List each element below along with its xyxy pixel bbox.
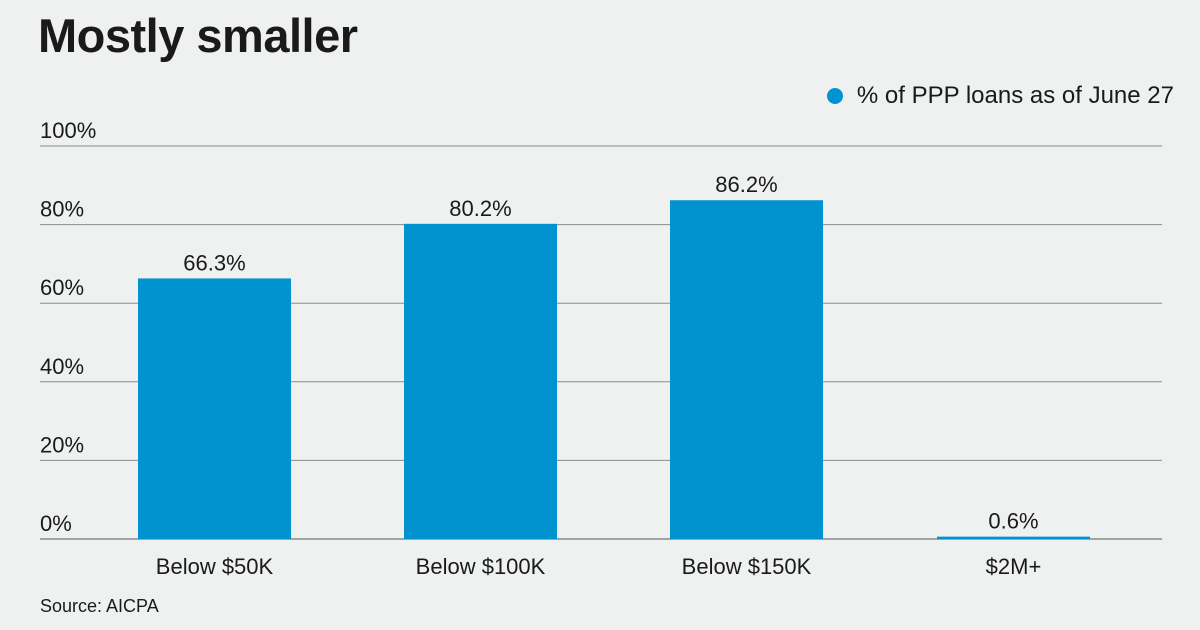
x-tick-label: $2M+ <box>986 554 1042 579</box>
data-label: 80.2% <box>449 196 511 221</box>
legend-label: % of PPP loans as of June 27 <box>856 82 1174 109</box>
bar <box>937 536 1090 539</box>
y-tick-label: 20% <box>40 432 84 457</box>
source-note: Source: AICPA <box>40 596 159 616</box>
data-label: 66.3% <box>183 250 245 275</box>
bar <box>404 223 557 539</box>
chart-title: Mostly smaller <box>38 9 358 62</box>
y-tick-label: 0% <box>40 511 72 536</box>
x-tick-label: Below $150K <box>682 554 812 579</box>
y-tick-label: 40% <box>40 354 84 379</box>
y-tick-label: 100% <box>40 118 96 143</box>
data-label: 0.6% <box>988 509 1038 534</box>
x-tick-label: Below $50K <box>156 554 274 579</box>
x-tick-label: Below $100K <box>416 554 546 579</box>
bar <box>138 278 291 539</box>
bar <box>670 200 823 539</box>
legend-marker-icon <box>826 88 843 104</box>
y-tick-label: 60% <box>40 275 84 300</box>
legend: % of PPP loans as of June 27 <box>826 82 1174 110</box>
y-tick-label: 80% <box>40 197 84 222</box>
data-label: 86.2% <box>715 172 777 197</box>
